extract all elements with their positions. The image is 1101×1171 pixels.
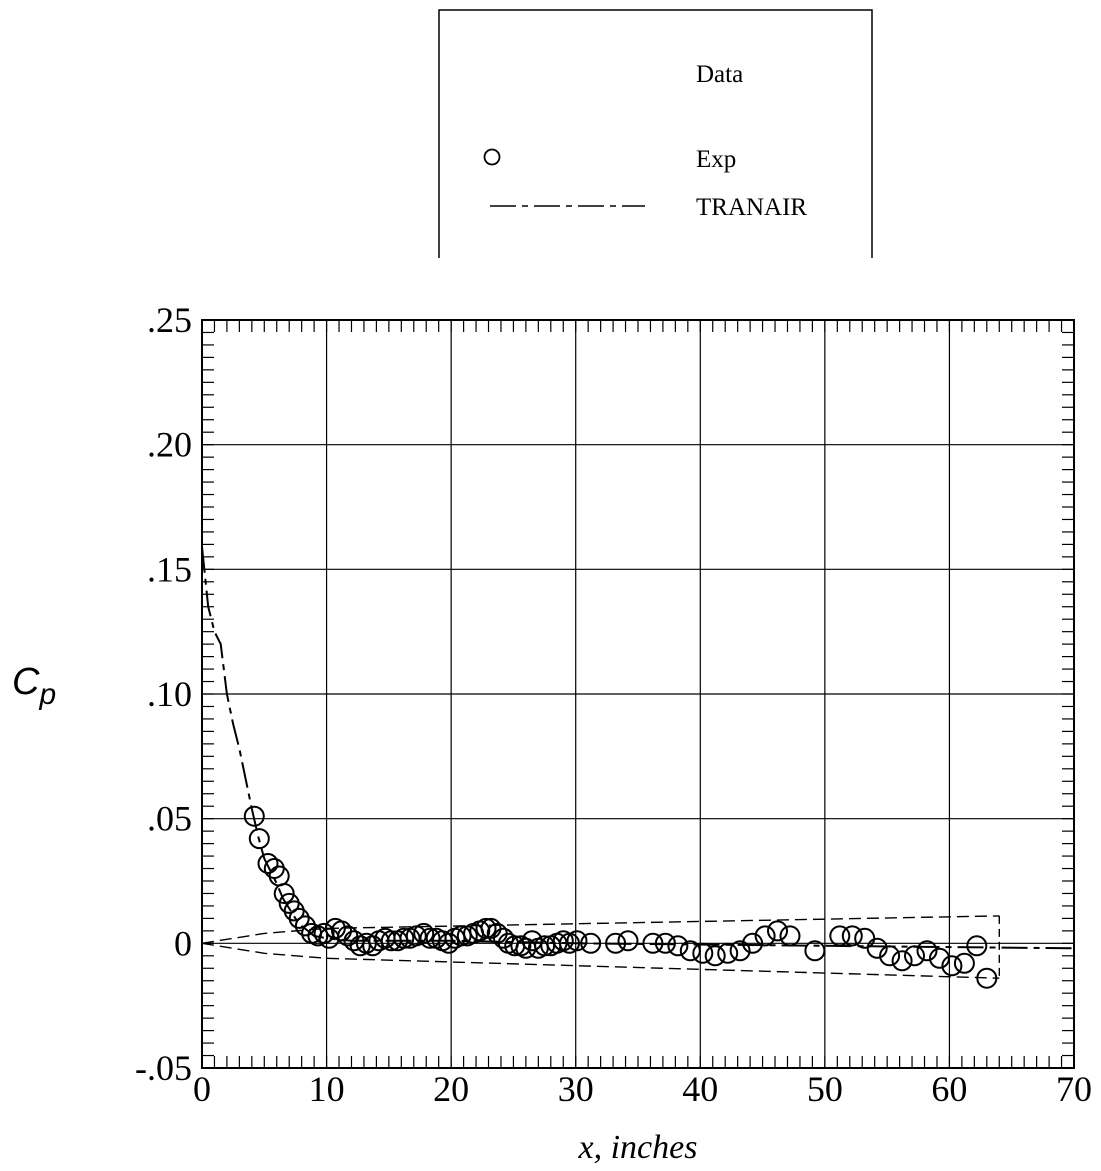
data-point-exp-54	[580, 932, 602, 954]
y-axis-label-main: C	[12, 661, 40, 703]
x-tick-label-7: 70	[1056, 1069, 1092, 1109]
x-tick-label-6: 60	[931, 1069, 967, 1109]
data-point-exp-41	[493, 927, 514, 949]
data-point-exp-68	[779, 925, 801, 947]
data-point-exp-12	[313, 922, 335, 944]
data-point-exp-60	[679, 940, 701, 962]
data-point-exp-73	[866, 937, 888, 959]
data-point-exp-82	[976, 967, 998, 989]
x-tick-label-0: 0	[193, 1069, 211, 1109]
data-point-exp-81	[966, 935, 988, 957]
x-tick-label-4: 40	[682, 1069, 718, 1109]
data-point-exp-71	[841, 925, 863, 947]
data-point-exp-75	[891, 950, 913, 972]
data-point-exp-25	[393, 927, 415, 949]
y-tick-label-5: .20	[147, 425, 192, 465]
series-points	[243, 805, 998, 989]
y-tick-label-1: 0	[174, 923, 192, 963]
data-point-exp-74	[879, 945, 901, 967]
x-tick-labels: 0 10 20 30 40 50 60 70	[193, 1069, 1092, 1109]
y-tick-label-4: .15	[147, 549, 192, 589]
data-point-exp-32	[438, 932, 460, 954]
data-point-exp-55	[605, 932, 627, 954]
data-point-exp-77	[916, 940, 938, 962]
series-lines	[201, 546, 1075, 950]
x-tick-label-2: 20	[433, 1069, 469, 1109]
data-point-exp-80	[953, 952, 975, 974]
geometry-upper-edge	[201, 915, 1000, 944]
y-axis-label-sub: p	[38, 678, 56, 711]
data-point-exp-65	[742, 932, 764, 954]
data-point-exp-63	[717, 942, 739, 964]
data-point-exp-5	[273, 883, 295, 904]
data-point-exp-56	[617, 930, 639, 952]
data-point-exp-62	[704, 945, 726, 967]
legend-title: Data	[696, 61, 743, 88]
geometry-outline	[201, 915, 1000, 979]
y-tick-labels: -.05 0 .05 .10 .15 .20 .25	[135, 300, 192, 1088]
data-point-exp-38	[475, 917, 497, 939]
plot-area	[201, 319, 1075, 1069]
x-axis-label: x, inches	[578, 1129, 698, 1166]
data-point-exp-64	[729, 940, 751, 962]
grid-lines	[202, 320, 1074, 1068]
plot-frame	[201, 319, 1075, 1069]
legend-border	[438, 9, 873, 258]
data-point-exp-72	[854, 927, 876, 949]
legend-exp-label: Exp	[696, 146, 736, 173]
data-point-exp-1	[248, 828, 270, 850]
data-point-exp-28	[413, 922, 435, 944]
data-point-exp-57	[642, 932, 664, 954]
data-point-exp-76	[904, 945, 925, 967]
data-point-exp-2	[257, 853, 279, 874]
y-tick-label-2: .05	[147, 799, 192, 839]
x-tick-label-3: 30	[558, 1069, 594, 1109]
legend-exp-marker	[483, 148, 501, 166]
data-point-exp-69	[804, 940, 826, 962]
y-tick-label-3: .10	[147, 674, 192, 714]
data-point-exp-58	[654, 932, 676, 954]
data-point-exp-67	[767, 920, 788, 942]
x-tick-label-5: 50	[807, 1069, 843, 1109]
data-point-exp-59	[667, 935, 689, 957]
legend-tranair-label: TRANAIR	[696, 194, 807, 221]
data-point-exp-0	[243, 805, 265, 827]
series-line-tranair	[201, 546, 1075, 950]
legend: Data Exp TRANAIR	[438, 9, 873, 258]
data-point-exp-53	[566, 930, 588, 952]
data-point-exp-78	[929, 947, 950, 969]
data-point-exp-40	[486, 922, 508, 944]
data-point-exp-8	[288, 907, 310, 929]
geometry-lower-edge	[201, 942, 1000, 979]
y-tick-label-6: .25	[147, 300, 192, 340]
data-point-exp-39	[480, 917, 502, 939]
data-point-exp-61	[692, 942, 714, 964]
minor-ticks	[201, 319, 1075, 1069]
x-tick-label-1: 10	[309, 1069, 345, 1109]
y-tick-label-0: -.05	[135, 1048, 192, 1088]
data-point-exp-79	[941, 955, 963, 977]
data-point-exp-66	[754, 925, 776, 947]
data-point-exp-70	[829, 925, 851, 947]
y-axis-label: Cp	[12, 661, 56, 711]
